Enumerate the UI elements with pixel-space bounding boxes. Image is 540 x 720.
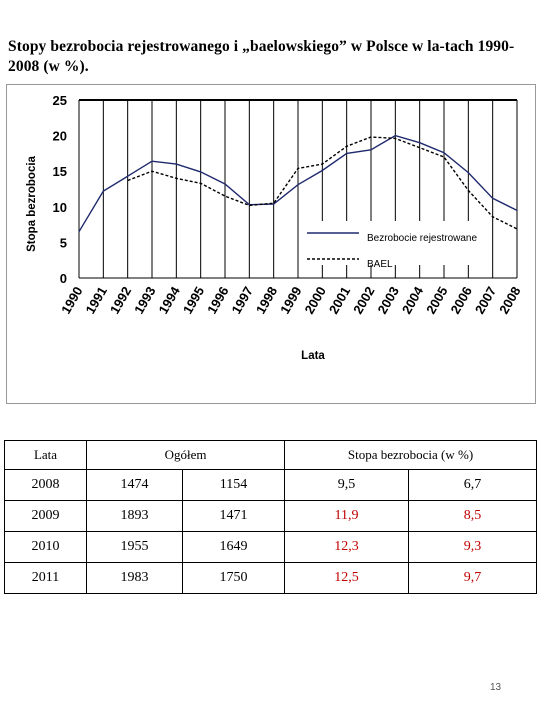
- cell-stopa-a: 9,5: [284, 469, 410, 501]
- x-tick-label: 2005: [423, 284, 450, 317]
- x-tick-label: 1992: [107, 284, 134, 317]
- cell-year: 2009: [4, 500, 87, 532]
- y-tick-label: 25: [53, 93, 67, 108]
- table-header-row: Lata Ogółem Stopa bezrobocia (w %): [4, 440, 538, 470]
- x-tick-label: 1996: [204, 284, 231, 317]
- unemployment-chart: 0 5 10 15 20 25 1990 1991 1992 1993 1994 1995 1996 19…: [6, 84, 536, 404]
- table-row: 2011 1983 1750 12,5 9,7: [4, 562, 538, 594]
- cell-stopa-b: 9,3: [408, 531, 538, 563]
- cell-ogolem-a: 1474: [86, 469, 183, 501]
- x-tick-label: 1994: [155, 283, 183, 316]
- table-row: 2010 1955 1649 12,3 9,3: [4, 531, 538, 563]
- y-tick-label: 10: [53, 200, 67, 215]
- x-tick-label: 1998: [253, 284, 280, 317]
- legend-label-registered: Bezrobocie rejestrowane: [367, 233, 477, 244]
- cell-stopa-b: 6,7: [408, 469, 538, 501]
- legend-label-bael: BAEL: [367, 259, 393, 270]
- table-row: 2008 1474 1154 9,5 6,7: [4, 469, 538, 501]
- page-number: 13: [490, 682, 502, 693]
- x-tick-label: 1991: [82, 284, 109, 317]
- y-tick-label: 5: [60, 235, 67, 250]
- cell-stopa-b: 9,7: [408, 562, 538, 594]
- cell-year: 2008: [4, 469, 87, 501]
- y-axis-label: Stopa bezrobocia: [26, 155, 38, 251]
- cell-stopa-a: 11,9: [284, 500, 410, 532]
- cell-ogolem-a: 1983: [86, 562, 183, 594]
- cell-ogolem-b: 1750: [181, 562, 286, 594]
- x-tick-label: 2000: [301, 284, 328, 317]
- header-ogolem: Ogółem: [85, 440, 286, 470]
- x-tick-label: 2007: [472, 284, 499, 317]
- cell-stopa-b: 8,5: [408, 500, 538, 532]
- cell-ogolem-b: 1471: [181, 500, 286, 532]
- x-tick-label: 1997: [228, 284, 255, 317]
- x-tick-label: 1999: [277, 284, 304, 317]
- y-tick-label: 20: [53, 129, 67, 144]
- unemployment-table: Lata Ogółem Stopa bezrobocia (w %) 2008 …: [4, 440, 538, 594]
- cell-ogolem-a: 1893: [86, 500, 183, 532]
- legend-box: [301, 221, 491, 265]
- cell-ogolem-b: 1649: [181, 531, 286, 563]
- cell-stopa-a: 12,5: [284, 562, 410, 594]
- cell-year: 2010: [4, 531, 87, 563]
- x-tick-label: 2003: [374, 284, 401, 317]
- header-lata: Lata: [4, 440, 87, 470]
- cell-stopa-a: 12,3: [284, 531, 410, 563]
- cell-ogolem-b: 1154: [181, 469, 286, 501]
- x-tick-label: 2008: [496, 284, 523, 317]
- document-title: Stopy bezrobocia rejestrowanego i „baelo…: [8, 38, 515, 75]
- x-tick-label: 2004: [399, 283, 427, 316]
- y-tick-label: 15: [53, 164, 67, 179]
- table-row: 2009 1893 1471 11,9 8,5: [4, 500, 538, 532]
- x-tick-label: 1990: [58, 284, 85, 317]
- chart-svg: 0510152025199019911992199319941995199619…: [26, 93, 524, 362]
- x-axis-label: Lata: [301, 350, 325, 362]
- x-tick-label: 2006: [447, 284, 474, 317]
- cell-year: 2011: [4, 562, 87, 594]
- cell-ogolem-a: 1955: [86, 531, 183, 563]
- x-tick-label: 2002: [350, 284, 377, 317]
- x-tick-label: 2001: [326, 284, 353, 317]
- y-tick-label: 0: [60, 271, 67, 286]
- x-tick-label: 1993: [131, 284, 158, 317]
- x-tick-label: 1995: [180, 284, 207, 317]
- header-stopa: Stopa bezrobocia (w %): [284, 440, 538, 470]
